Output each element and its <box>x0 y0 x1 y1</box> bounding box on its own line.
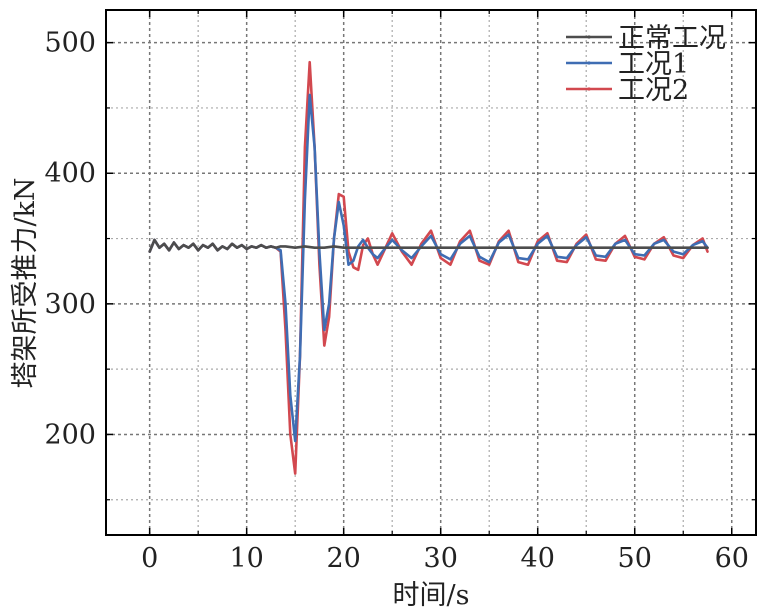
legend-marker-case1 <box>587 61 591 65</box>
x-tick-label: 40 <box>521 543 555 574</box>
tick-labels: 0 10 20 30 40 50 60 200 300 400 500 <box>44 28 748 574</box>
x-axis-label: 时间/s <box>393 580 470 611</box>
legend-label-normal: 正常工况 <box>618 23 726 54</box>
y-tick-label: 200 <box>44 419 96 450</box>
y-tick-label: 500 <box>44 28 96 59</box>
x-tick-label: 20 <box>327 543 361 574</box>
x-tick-label: 30 <box>424 543 458 574</box>
x-tick-label: 10 <box>229 543 263 574</box>
x-tick-label: 0 <box>141 543 158 574</box>
y-tick-label: 400 <box>44 158 96 189</box>
y-axis-label: 塔架所受推力/kN <box>10 177 41 388</box>
legend-marker-case2 <box>587 87 591 91</box>
legend: 正常工况 工况1 工况2 <box>566 23 726 106</box>
series-line-0 <box>148 238 709 253</box>
legend-label-case2: 工况2 <box>618 75 689 106</box>
x-tick-label: 50 <box>618 543 652 574</box>
series-layer <box>148 60 709 475</box>
plot-frame <box>105 9 757 536</box>
legend-label-case1: 工况1 <box>618 49 689 80</box>
legend-marker-normal <box>587 35 591 39</box>
x-tick-label: 60 <box>715 543 749 574</box>
y-tick-label: 300 <box>44 289 96 320</box>
